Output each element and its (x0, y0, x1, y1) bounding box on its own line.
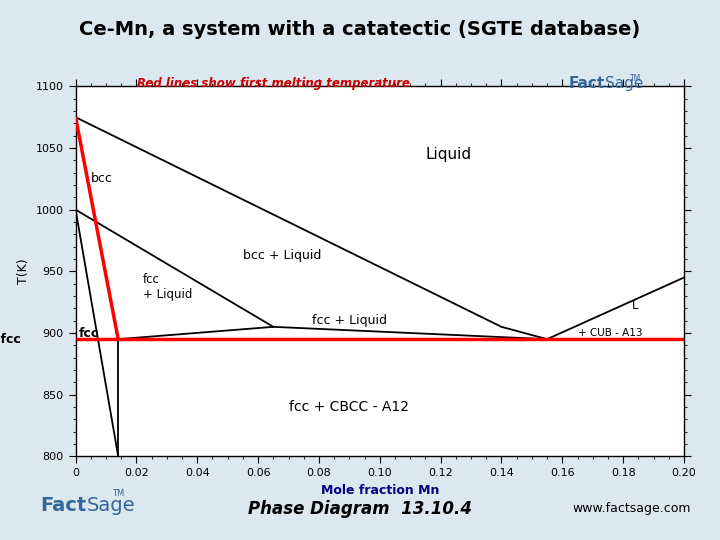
Text: Fact: Fact (40, 496, 86, 515)
Text: Ce-Mn, a system with a catatectic (SGTE database): Ce-Mn, a system with a catatectic (SGTE … (79, 19, 641, 39)
Text: fcc + CBCC - A12: fcc + CBCC - A12 (289, 400, 410, 414)
X-axis label: Mole fraction Mn: Mole fraction Mn (320, 484, 439, 497)
Text: www.factsage.com: www.factsage.com (572, 502, 691, 516)
Text: Fact: Fact (569, 76, 605, 91)
Text: Sage: Sage (86, 496, 135, 515)
Text: bcc + Liquid: bcc + Liquid (243, 249, 321, 262)
Text: fcc: fcc (78, 327, 99, 340)
Text: Liquid: Liquid (426, 147, 472, 161)
Text: fcc
+ Liquid: fcc + Liquid (143, 273, 192, 301)
Text: TM: TM (112, 489, 124, 498)
Text: fcc + Liquid: fcc + Liquid (312, 314, 387, 327)
Text: TM: TM (630, 74, 642, 83)
Text: Red lines show first melting temperature: Red lines show first melting temperature (138, 77, 410, 90)
Y-axis label: T(K): T(K) (17, 259, 30, 284)
Text: Phase Diagram  13.10.4: Phase Diagram 13.10.4 (248, 500, 472, 518)
Text: L: L (632, 299, 639, 312)
Text: bcc: bcc (91, 172, 113, 185)
Text: - fcc: - fcc (0, 333, 21, 346)
Text: Sage: Sage (605, 76, 643, 91)
Text: + CUB - A13: + CUB - A13 (577, 328, 642, 338)
